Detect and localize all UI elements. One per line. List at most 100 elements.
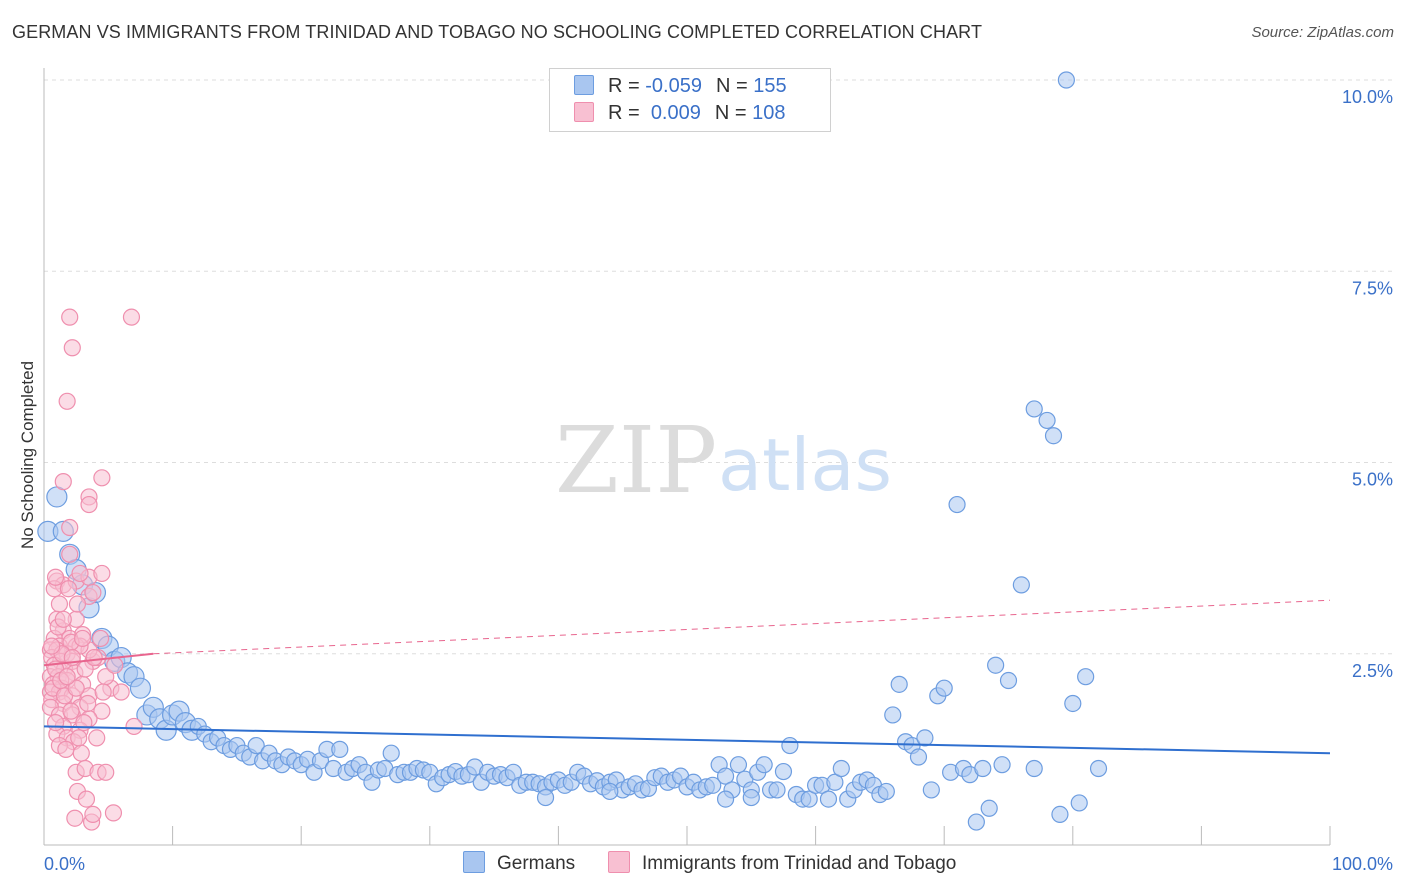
legend-r-label: R = bbox=[608, 75, 640, 97]
trend-line-trinidad-solid bbox=[43, 652, 154, 667]
german-point-134 bbox=[909, 748, 928, 766]
german-point-161 bbox=[742, 788, 760, 807]
tick-labels: 2.5% 5.0% 7.5% 10.0% 0.0% 100.0% bbox=[44, 87, 1393, 874]
x-tick-label-1: 100.0% bbox=[1332, 854, 1393, 874]
german-point-162 bbox=[716, 790, 735, 808]
trinidad-point-102 bbox=[79, 694, 97, 713]
german-point-147 bbox=[993, 756, 1011, 774]
trinidad-point-13 bbox=[93, 564, 111, 583]
trinidad-point-92 bbox=[46, 568, 65, 586]
german-point-158 bbox=[1057, 71, 1075, 89]
trinidad-point-69 bbox=[104, 804, 123, 822]
trinidad-point-97 bbox=[62, 702, 80, 720]
legend-r-value: -0.059 bbox=[645, 75, 702, 97]
axes bbox=[43, 68, 1331, 846]
trinidad-point-84 bbox=[67, 679, 85, 697]
y-tick-label-0: 2.5% bbox=[1352, 661, 1393, 681]
trinidad-point-106 bbox=[58, 668, 76, 686]
german-point-157 bbox=[1089, 759, 1108, 778]
trinidad-point-70 bbox=[122, 308, 141, 326]
german-point-152 bbox=[1044, 427, 1063, 445]
german-point-123 bbox=[832, 759, 850, 778]
trinidad-point-103 bbox=[94, 683, 112, 701]
legend-n-value: 108 bbox=[752, 102, 786, 124]
bottom-legend-label-trinidad: Immigrants from Trinidad and Tobago bbox=[642, 853, 957, 874]
chart-title: GERMAN VS IMMIGRANTS FROM TRINIDAD AND T… bbox=[12, 22, 983, 42]
trinidad-point-86 bbox=[85, 648, 103, 667]
trinidad-point-100 bbox=[57, 740, 75, 758]
german-point-151 bbox=[1038, 411, 1056, 430]
german-point-155 bbox=[1070, 794, 1088, 812]
german-point-122 bbox=[826, 773, 844, 791]
german-point-114 bbox=[774, 762, 793, 781]
trinidad-point-94 bbox=[54, 610, 72, 628]
bottom-legend-germans[interactable]: Germans bbox=[463, 851, 575, 875]
german-point-153 bbox=[1051, 805, 1069, 824]
german-point-131 bbox=[890, 675, 908, 693]
german-point-149 bbox=[1012, 576, 1030, 594]
trinidad-point-101 bbox=[70, 729, 88, 747]
german-point-45 bbox=[331, 740, 349, 758]
german-point-159 bbox=[1025, 759, 1043, 778]
trinidad-point-3 bbox=[54, 473, 72, 491]
trinidad-point-87 bbox=[91, 629, 110, 648]
trinidad-point-89 bbox=[68, 595, 87, 613]
german-point-145 bbox=[980, 799, 998, 817]
german-point-121 bbox=[819, 790, 838, 808]
trinidad-point-2 bbox=[58, 392, 76, 410]
german-point-118 bbox=[800, 790, 818, 808]
trinidad-point-75 bbox=[106, 656, 124, 674]
german-point-143 bbox=[967, 813, 985, 831]
german-point-111 bbox=[755, 756, 773, 774]
trinidad-point-15 bbox=[50, 595, 69, 613]
data-points bbox=[37, 71, 1108, 831]
trinidad-point-63 bbox=[97, 763, 115, 781]
trinidad-point-0 bbox=[61, 308, 79, 326]
german-point-154 bbox=[1064, 694, 1082, 713]
legend-n-label: N = bbox=[714, 102, 747, 124]
trend-line-trinidad-dashed bbox=[153, 599, 1331, 655]
trend-lines bbox=[43, 599, 1331, 755]
german-point-107 bbox=[729, 756, 748, 774]
legend-row-germans: R = -0.059 N = 155 bbox=[574, 75, 787, 99]
legend-r-value: 0.009 bbox=[650, 102, 701, 124]
trinidad-point-7 bbox=[61, 518, 79, 537]
x-tick-label-0: 0.0% bbox=[44, 854, 85, 874]
trinidad-point-107 bbox=[73, 629, 92, 648]
watermark-zip: ZIP bbox=[555, 407, 717, 514]
legend-n-value: 155 bbox=[753, 75, 787, 97]
trinidad-point-65 bbox=[77, 790, 96, 808]
trend-line-germans bbox=[43, 725, 1331, 755]
legend-row-trinidad: R = 0.009 N = 108 bbox=[574, 102, 786, 126]
y-tick-label-1: 5.0% bbox=[1352, 470, 1393, 490]
trinidad-point-4 bbox=[93, 469, 111, 487]
german-point-148 bbox=[999, 671, 1018, 690]
trinidad-point-104 bbox=[46, 713, 65, 732]
bottom-legend-swatch-trinidad bbox=[608, 851, 630, 873]
gridlines bbox=[44, 79, 1392, 655]
german-point-53 bbox=[382, 744, 400, 762]
bottom-legend-trinidad[interactable]: Immigrants from Trinidad and Tobago bbox=[608, 851, 956, 875]
german-point-160 bbox=[877, 782, 895, 801]
legend-n-label: N = bbox=[715, 75, 748, 97]
y-tick-label-3: 10.0% bbox=[1342, 87, 1393, 107]
german-point-115 bbox=[781, 736, 799, 755]
german-point-130 bbox=[884, 706, 902, 724]
german-point-32 bbox=[247, 736, 265, 755]
german-point-163 bbox=[601, 782, 619, 801]
trinidad-point-6 bbox=[80, 495, 98, 514]
legend-r-label: R = bbox=[608, 102, 640, 124]
trinidad-point-1 bbox=[63, 339, 81, 357]
german-point-144 bbox=[974, 759, 992, 778]
german-point-103 bbox=[704, 776, 722, 794]
trinidad-point-66 bbox=[66, 809, 84, 827]
correlation-legend: R = -0.059 N = 155 R = 0.009 N = 108 bbox=[549, 68, 831, 132]
german-point-146 bbox=[987, 656, 1005, 674]
german-point-138 bbox=[935, 679, 953, 697]
trinidad-point-99 bbox=[88, 729, 106, 747]
trinidad-point-59 bbox=[72, 744, 90, 762]
bottom-legend-label-germans: Germans bbox=[497, 853, 576, 874]
trinidad-point-74 bbox=[112, 683, 130, 701]
bottom-legend-swatch-germans bbox=[463, 851, 485, 873]
